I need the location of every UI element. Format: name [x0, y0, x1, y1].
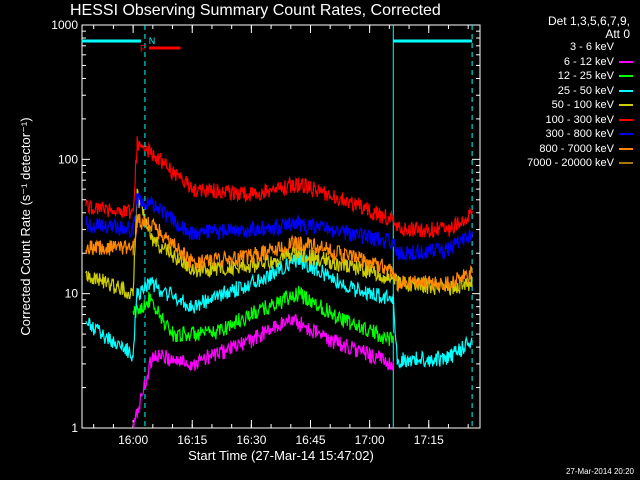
legend-item-label: 3 - 6 keV — [569, 41, 614, 54]
x-tick-label: 16:45 — [295, 433, 325, 447]
plot-frame — [81, 24, 481, 429]
legend-item: 50 - 100 keV — [488, 98, 633, 113]
legend-item-label: 100 - 300 keV — [545, 113, 615, 126]
flare-label: F — [140, 44, 146, 55]
y-axis-label: Corrected Count Rate (s⁻¹ detector⁻¹) — [18, 117, 33, 335]
series-line — [85, 188, 473, 300]
legend-item-label: 6 - 12 keV — [563, 55, 614, 68]
legend-item-label: 300 - 800 keV — [545, 128, 615, 141]
y-tick-label: 10 — [65, 287, 79, 301]
x-tick-label: 17:15 — [414, 433, 444, 447]
legend-item: 3 - 6 keV — [488, 40, 633, 55]
legend-item-label: 800 - 7000 keV — [539, 142, 614, 155]
series-line — [85, 213, 473, 291]
series-line — [85, 192, 473, 262]
axes: 1 10 100 1000 16:00 16:15 16:30 16:45 17:00 17:15… — [18, 18, 481, 463]
series-line — [132, 285, 394, 347]
legend-swatch — [619, 133, 633, 136]
legend-item: 25 - 50 keV — [488, 84, 633, 99]
series-line — [132, 313, 394, 429]
legend-swatch — [619, 60, 633, 63]
legend-item: 800 - 7000 keV — [488, 142, 633, 157]
series-line — [85, 250, 473, 369]
chart-marks: FN — [81, 25, 473, 429]
x-tick-label: 16:00 — [118, 433, 148, 447]
x-tick-label: 17:00 — [355, 433, 385, 447]
legend-swatch — [619, 118, 633, 121]
legend-swatch — [619, 75, 633, 78]
legend-item-label: 7000 - 20000 keV — [527, 157, 614, 170]
y-tick-label: 100 — [58, 152, 78, 166]
legend-item: 100 - 300 keV — [488, 113, 633, 128]
attenuator-label: Att 0 — [605, 27, 630, 41]
y-tick-label: 1 — [71, 421, 78, 435]
x-tick-label: 16:30 — [236, 433, 266, 447]
detector-label: Det 1,3,5,6,7,9, — [547, 14, 630, 28]
legend-item: 6 - 12 keV — [488, 55, 633, 70]
x-tick-label: 16:15 — [177, 433, 207, 447]
legend-item-label: 50 - 100 keV — [551, 99, 614, 112]
legend-item-label: 12 - 25 keV — [557, 70, 614, 83]
saa-label: N — [149, 36, 156, 46]
chart-title: HESSI Observing Summary Count Rates, Cor… — [70, 2, 441, 19]
x-axis-label: Start Time (27-Mar-14 15:47:02) — [188, 448, 374, 463]
legend: 3 - 6 keV 6 - 12 keV 12 - 25 keV 25 - 50 ke… — [488, 40, 633, 171]
y-tick-label: 1000 — [51, 18, 78, 32]
legend-swatch — [619, 104, 633, 107]
legend-item: 12 - 25 keV — [488, 69, 633, 84]
series-line — [85, 136, 473, 238]
legend-swatch — [619, 147, 633, 150]
legend-item: 300 - 800 keV — [488, 127, 633, 142]
legend-swatch — [619, 89, 633, 92]
generated-timestamp: 27-Mar-2014 20:20 — [565, 467, 634, 476]
legend-item-label: 25 - 50 keV — [557, 84, 614, 97]
legend-swatch — [619, 46, 633, 49]
legend-swatch — [619, 162, 633, 165]
legend-item: 7000 - 20000 keV — [488, 156, 633, 171]
